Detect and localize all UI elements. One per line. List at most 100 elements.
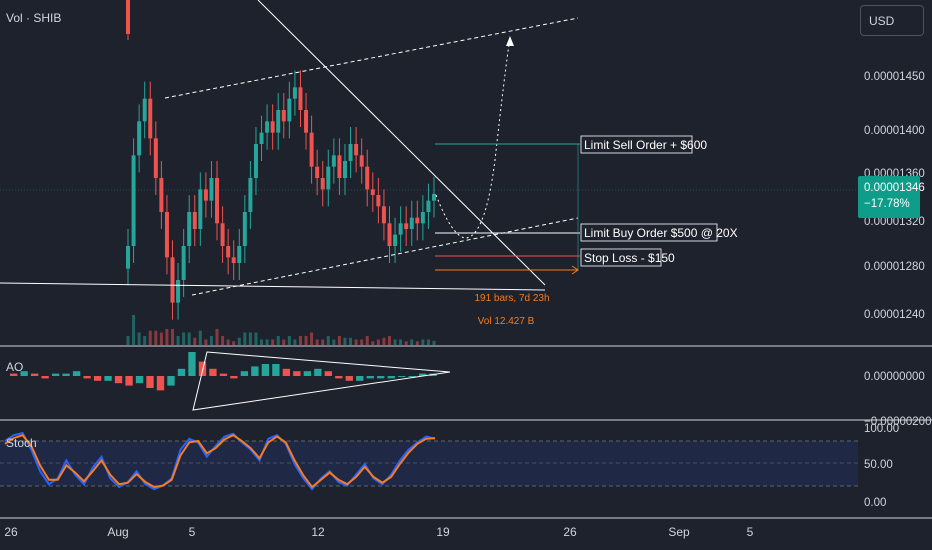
ao-bar: [146, 376, 154, 388]
volume-bar: [254, 332, 258, 345]
candle-body: [415, 217, 420, 224]
candle-body: [320, 178, 325, 190]
candle-body: [220, 223, 225, 246]
candle-body: [331, 155, 336, 167]
ao-bar: [219, 373, 228, 376]
candle-body: [265, 121, 270, 133]
ao-bar: [51, 373, 60, 376]
ao-bar: [366, 376, 374, 379]
volume-bar: [387, 336, 391, 345]
candle-body: [226, 246, 231, 258]
symbol-label[interactable]: Vol · SHIB: [6, 11, 61, 25]
ao-bar: [398, 376, 406, 377]
volume-bar: [143, 336, 147, 345]
volume-bar: [165, 329, 169, 345]
candle-body: [281, 110, 286, 122]
ao-label[interactable]: AO: [6, 360, 23, 374]
stop-loss-annotation[interactable]: Stop Loss - $150: [580, 248, 675, 267]
volume-bar: [399, 339, 403, 345]
candle-body: [326, 166, 331, 190]
lower-channel-line[interactable]: [191, 217, 579, 296]
candle-body: [137, 121, 142, 156]
candle-body: [393, 234, 398, 246]
volume-bar: [421, 339, 425, 345]
limit-sell-text: Limit Sell Order + $600: [584, 138, 707, 152]
volume-bar: [382, 337, 386, 345]
volume-bar: [321, 339, 325, 345]
ao-tick: −0.00000200: [864, 416, 931, 428]
candle-body: [315, 166, 320, 178]
volume-bar: [232, 341, 236, 345]
candle-body: [170, 257, 175, 303]
ao-bar: [72, 371, 81, 376]
time-tick: 5: [189, 525, 196, 539]
annotation-box: [580, 248, 662, 267]
ao-bar: [356, 376, 364, 381]
ao-bar: [177, 368, 186, 376]
current-price-badge: 0.00001346 −17.78%: [858, 176, 925, 218]
currency-button[interactable]: USD: [860, 5, 924, 36]
volume-bar: [226, 339, 230, 345]
ao-bar: [272, 364, 280, 376]
price-change-value: −17.78%: [864, 198, 910, 210]
ao-bar: [30, 373, 39, 376]
ao-bar: [230, 376, 238, 379]
time-tick: 19: [436, 525, 450, 539]
limit-buy-annotation[interactable]: Limit Buy Order $500 @ 20X: [580, 223, 738, 242]
volume-bar: [221, 336, 225, 345]
candle-body: [181, 246, 186, 280]
candle-body: [148, 98, 153, 139]
candle-body: [276, 110, 281, 133]
drawings[interactable]: [0, 0, 580, 411]
candle-body: [237, 246, 242, 263]
volume-bar: [304, 336, 308, 345]
date-range-arrow: [571, 265, 579, 275]
volume-bar: [260, 339, 264, 345]
price-tick: 0.00001400: [864, 125, 925, 137]
volume-bar: [415, 341, 419, 345]
candle-body: [287, 98, 292, 122]
volume-bar: [360, 339, 364, 345]
volume-bar: [265, 339, 269, 345]
volume-bar: [298, 336, 302, 345]
ao-bar: [335, 376, 343, 379]
ao-triangle[interactable]: [192, 351, 451, 411]
candle-body: [432, 193, 436, 201]
upper-channel-line[interactable]: [164, 17, 579, 99]
volume-series: [126, 315, 436, 345]
volume-bar: [198, 330, 202, 345]
limit-sell-annotation[interactable]: Limit Sell Order + $600: [580, 135, 707, 154]
candle-body: [153, 138, 158, 178]
candle-body: [398, 223, 403, 235]
candle-body: [309, 132, 314, 167]
ao-bar: [251, 366, 259, 376]
candle-body: [164, 212, 169, 258]
ao-bar: [62, 373, 70, 376]
descending-trendline[interactable]: [257, 0, 546, 286]
ao-tick: 0.00000000: [864, 371, 925, 383]
stoch-label[interactable]: Stoch: [6, 436, 37, 450]
stoch-d-line: [4, 434, 436, 489]
price-tick: 0.00001280: [864, 261, 925, 273]
ao-bar: [387, 376, 395, 379]
projected-path[interactable]: [435, 37, 511, 239]
ao-bar: [93, 376, 102, 381]
candle-body: [426, 200, 431, 212]
volume-bar: [337, 336, 341, 345]
stoch-lines: [4, 431, 436, 491]
ao-bar: [167, 376, 175, 386]
candle-body: [348, 144, 353, 161]
candle-body: [209, 178, 214, 201]
time-tick: Aug: [107, 525, 128, 539]
time-axis[interactable]: 26 Aug 5 12 19 26 Sep 5: [4, 525, 753, 539]
candle-body: [126, 0, 130, 34]
price-tick: 0.00001450: [864, 71, 925, 83]
volume-bar: [148, 330, 152, 345]
horizontal-support-line[interactable]: [0, 282, 546, 291]
ao-bar: [303, 371, 311, 376]
volume-bar: [187, 332, 191, 345]
candle-body: [159, 178, 164, 212]
ao-bar: [114, 376, 123, 384]
